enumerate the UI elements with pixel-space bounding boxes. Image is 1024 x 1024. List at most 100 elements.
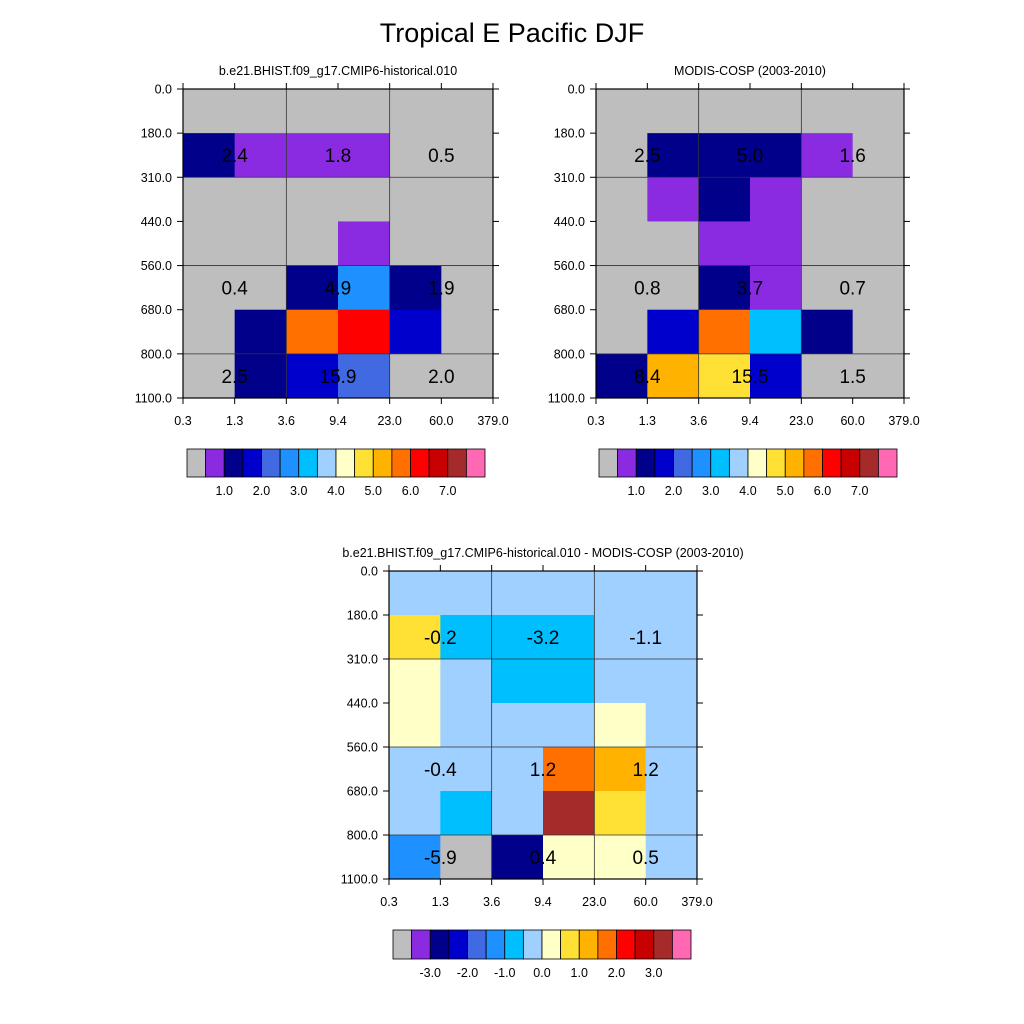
- colorbar-swatch: [598, 448, 619, 478]
- heatmap-cell: [645, 835, 698, 880]
- heatmap-cell: [801, 265, 854, 311]
- heatmap-cell: [596, 309, 648, 355]
- heatmap-cell: [698, 221, 751, 267]
- heatmap-cell: [338, 265, 391, 311]
- colorbar-label: 5.0: [777, 484, 794, 498]
- heatmap-cell: [389, 703, 441, 748]
- cell-value-label: 0.5: [632, 848, 658, 869]
- x-tick-label: 60.0: [633, 895, 657, 909]
- panel-title: b.e21.BHIST.f09_g17.CMIP6-historical.010: [219, 64, 457, 78]
- heatmap-cell: [234, 89, 287, 134]
- heatmap-cell: [543, 659, 595, 704]
- heatmap-cell: [543, 703, 595, 748]
- heatmap-cell: [698, 353, 751, 399]
- y-tick-label: 180.0: [554, 127, 585, 141]
- heatmap-cell: [543, 835, 595, 880]
- x-tick-label: 0.3: [587, 414, 604, 428]
- y-tick-label: 560.0: [347, 741, 378, 755]
- heatmap-cell: [441, 353, 494, 399]
- heatmap-cell: [645, 615, 698, 660]
- cell-value-label: 0.7: [839, 279, 865, 300]
- heatmap-cell: [234, 133, 287, 178]
- heatmap-cell: [183, 89, 236, 134]
- colorbar-swatch: [298, 448, 318, 478]
- heatmap-cell: [183, 221, 236, 267]
- colorbar-label: 3.0: [702, 484, 719, 498]
- y-tick-label: 800.0: [347, 829, 378, 843]
- heatmap-cell: [698, 133, 751, 178]
- heatmap-cell: [440, 703, 493, 748]
- heatmap-cell: [441, 265, 494, 311]
- heatmap-cell: [543, 571, 595, 616]
- cell-value-label: 8.4: [634, 367, 661, 388]
- heatmap-cell: [647, 89, 700, 134]
- heatmap-cell: [389, 89, 442, 134]
- heatmap-cell: [596, 265, 648, 311]
- heatmap-cell: [338, 309, 391, 355]
- x-tick-label: 23.0: [377, 414, 401, 428]
- heatmap-cell: [389, 221, 442, 267]
- heatmap-cell: [338, 89, 391, 134]
- colorbar-swatch: [822, 448, 842, 478]
- x-tick-label: 60.0: [840, 414, 864, 428]
- panel-obs: MODIS-COSP (2003-2010) 0.3 1.3 3.6 9.4 23.0 60…: [548, 64, 920, 498]
- heatmap-cell: [440, 615, 493, 660]
- cell-value-label: -0.2: [424, 628, 457, 649]
- heatmap-cell: [491, 703, 544, 748]
- x-tick-label: 379.0: [888, 414, 919, 428]
- heatmap-cell: [645, 703, 698, 748]
- y-tick-label: 310.0: [347, 653, 378, 667]
- y-tick-label: 1100.0: [341, 873, 378, 887]
- heatmap-cell: [338, 177, 391, 222]
- heatmap-cell: [491, 791, 544, 836]
- cell-value-label: -0.4: [424, 760, 457, 781]
- colorbar-label: 5.0: [365, 484, 382, 498]
- x-tick-label: 60.0: [429, 414, 453, 428]
- heatmap-cell: [338, 221, 391, 267]
- y-tick-label: 0.0: [155, 83, 172, 97]
- colorbar-label: -3.0: [419, 966, 441, 980]
- cell-value-label: 2.4: [221, 146, 248, 167]
- y-tick-label: 440.0: [141, 215, 172, 229]
- cell-value-label: 1.9: [428, 279, 454, 300]
- heatmap-cell: [750, 133, 802, 178]
- cell-value-label: 1.5: [839, 367, 865, 388]
- heatmap-cell: [234, 177, 287, 222]
- cell-value-label: 2.5: [221, 367, 247, 388]
- heatmap-cell: [440, 571, 493, 616]
- x-tick-label: 3.6: [483, 895, 500, 909]
- heatmap-cell: [441, 89, 494, 134]
- heatmap-cell: [440, 835, 493, 880]
- heatmap-cell: [286, 177, 339, 222]
- heatmap-cell: [491, 615, 544, 660]
- colorbar-label: 2.0: [665, 484, 682, 498]
- heatmap-cell: [852, 133, 905, 178]
- y-tick-label: 310.0: [141, 171, 172, 185]
- heatmap-cell: [596, 89, 648, 134]
- colorbar-swatch: [410, 448, 430, 478]
- heatmap-cell: [234, 265, 287, 311]
- y-tick-label: 560.0: [554, 259, 585, 273]
- colorbar-label: 0.0: [533, 966, 550, 980]
- heatmap-cell: [698, 309, 751, 355]
- heatmap-cell: [183, 133, 236, 178]
- colorbar-label: 2.0: [253, 484, 270, 498]
- panel-title: MODIS-COSP (2003-2010): [674, 64, 826, 78]
- colorbar-label: 2.0: [608, 966, 625, 980]
- colorbar-swatch: [504, 929, 524, 960]
- heatmap-cell: [389, 615, 441, 660]
- y-tick-label: 800.0: [554, 347, 585, 361]
- heatmap-cell: [852, 265, 905, 311]
- heatmap-cell: [286, 221, 339, 267]
- heatmap-cell: [338, 133, 391, 178]
- x-tick-label: 379.0: [681, 895, 712, 909]
- heatmap-cell: [801, 353, 854, 399]
- heatmap-cell: [647, 265, 700, 311]
- heatmap-cell: [389, 659, 441, 704]
- heatmap-cell: [801, 309, 854, 355]
- y-tick-label: 1100.0: [135, 392, 172, 406]
- heatmap-cell: [234, 221, 287, 267]
- heatmap-cell: [389, 353, 442, 399]
- heatmap-cell: [801, 89, 854, 134]
